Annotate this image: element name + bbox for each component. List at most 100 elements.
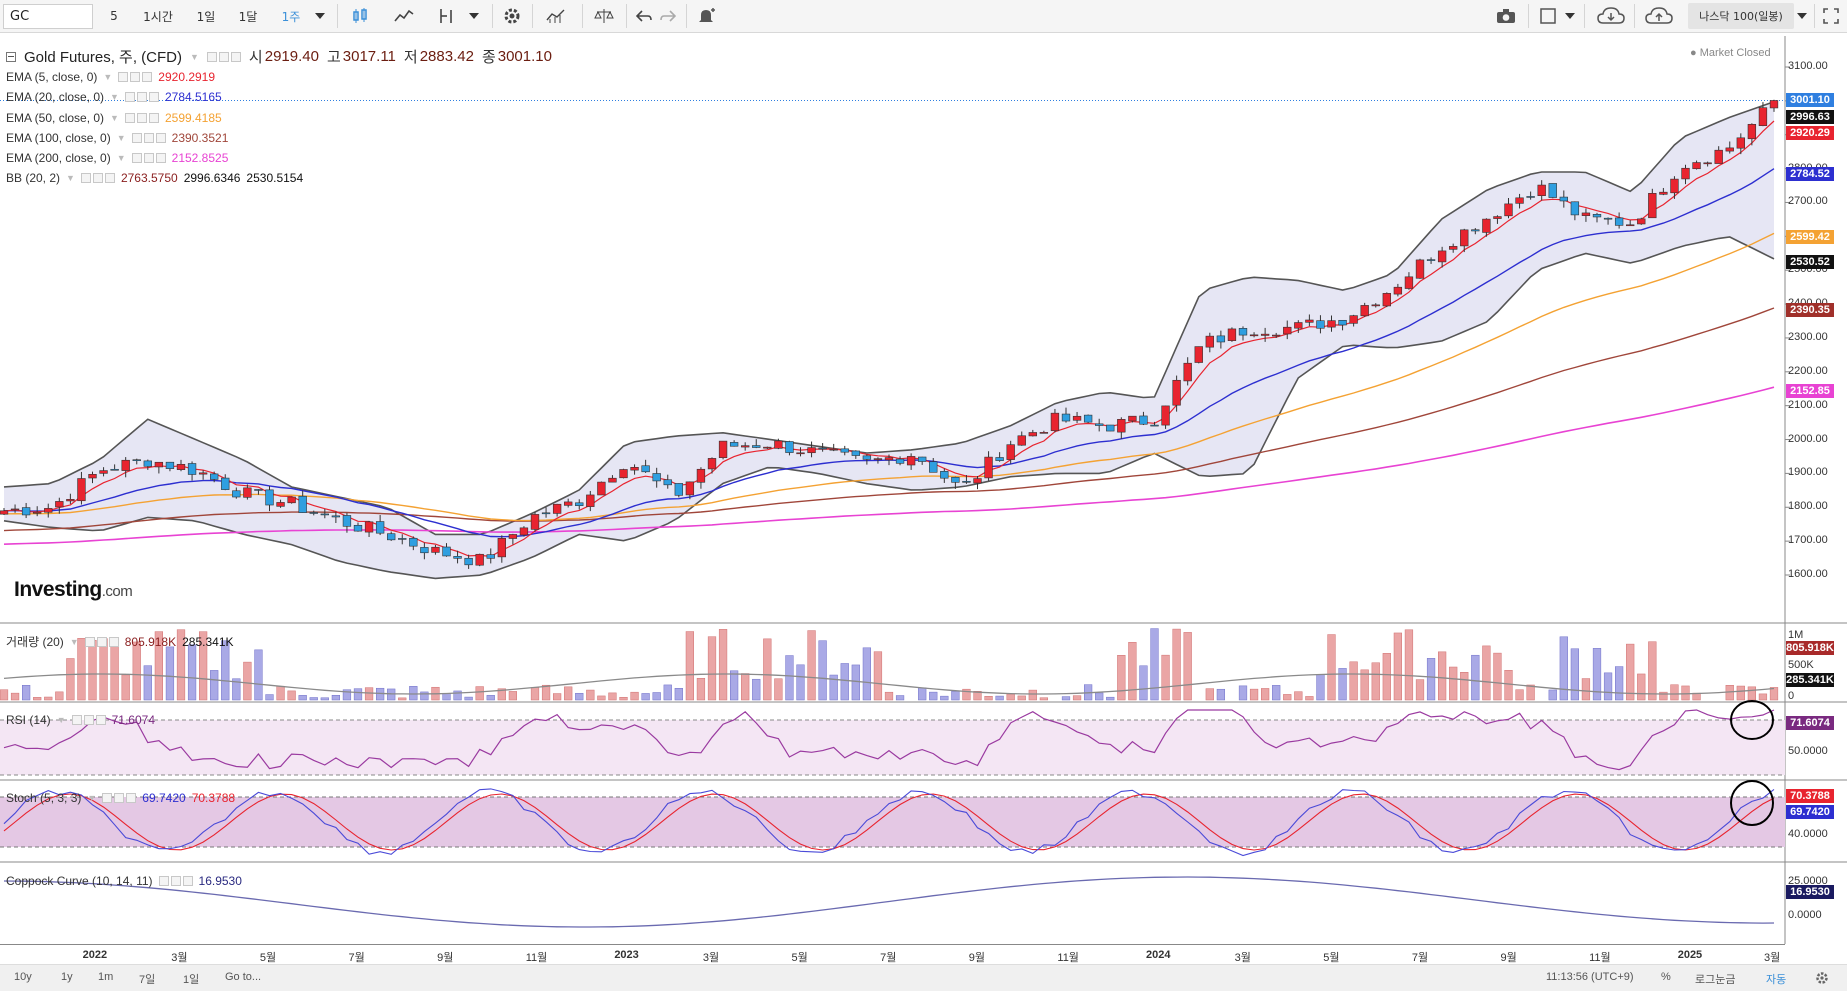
range-1y[interactable]: 1y [61, 971, 73, 983]
candle-body [154, 461, 164, 468]
ema200-legend[interactable]: EMA (200, close, 0) ▼ 2152.8525 [6, 151, 229, 165]
ema100-legend[interactable]: EMA (100, close, 0) ▼ 2390.3521 [6, 131, 229, 145]
volume-bar [1460, 672, 1469, 701]
candle-body [44, 508, 53, 513]
volume-bar [674, 688, 683, 701]
candle-body [940, 471, 949, 479]
candle-body [663, 479, 672, 486]
candle-body [1161, 405, 1170, 426]
candle-body [1703, 162, 1712, 165]
price-tick: 2200.00 [1788, 364, 1828, 377]
candle-body [1338, 319, 1347, 326]
candle-body [586, 494, 595, 507]
ema50-legend[interactable]: EMA (50, close, 0) ▼ 2599.4185 [6, 111, 222, 125]
redo-icon[interactable] [656, 3, 680, 29]
draw-dropdown-icon[interactable] [466, 3, 482, 29]
volume-bar [187, 644, 197, 701]
chart-settings-icon[interactable] [1815, 971, 1829, 988]
rsi-legend[interactable]: RSI (14) ▼ 71.6074 [6, 713, 155, 727]
interval-1w[interactable]: 1주 [281, 9, 301, 24]
candle-body [630, 466, 639, 471]
settings-gear-icon[interactable] [498, 3, 526, 29]
price-tick: 2100.00 [1788, 398, 1828, 411]
candle-body [984, 456, 993, 479]
candle-body [962, 481, 971, 483]
candle-body [1626, 224, 1635, 227]
low-label: 저 [403, 49, 418, 66]
auto-scale-toggle[interactable]: 자동 [1766, 974, 1787, 986]
volume-bar [951, 691, 960, 701]
fullscreen-icon[interactable] [1818, 3, 1844, 29]
range-1d[interactable]: 1일 [183, 974, 200, 986]
line-chart-icon[interactable] [390, 3, 418, 29]
compare-symbol-select[interactable]: 나스닥 100(일봉) [1688, 3, 1794, 29]
collapse-icon[interactable] [6, 51, 16, 62]
candle-body [929, 461, 938, 473]
interval-5[interactable]: 5 [110, 9, 118, 23]
investing-logo: Investing.com [14, 578, 133, 601]
price-tick: 1600.00 [1788, 568, 1828, 580]
time-axis[interactable]: 2022 3월 5월 7월 9월 11월 2023 3월 5월 7월 9월 11월 2024 3월 5월 7월… [0, 944, 1785, 964]
legend-controls[interactable] [206, 51, 241, 62]
volume-bar [696, 677, 706, 701]
coppock-legend[interactable]: Coppock Curve (10, 14, 11) 16.9530 [6, 874, 242, 888]
candle-body [1172, 379, 1181, 406]
volume-bar [508, 691, 517, 701]
symbol-input[interactable]: GC [3, 4, 93, 29]
candle-body [1150, 424, 1159, 427]
interval-1mo[interactable]: 1달 [238, 9, 258, 24]
percent-toggle[interactable]: % [1661, 971, 1671, 983]
volume-bar [586, 689, 595, 701]
candle-body [840, 448, 849, 453]
volume-bar [1393, 632, 1402, 701]
time-label: 3월 [171, 952, 188, 964]
rsi-line [3, 709, 1775, 771]
compare-scale-icon[interactable] [590, 3, 618, 29]
alert-bell-icon[interactable] [692, 3, 720, 29]
interval-1h[interactable]: 1시간 [143, 9, 173, 24]
cloud-load-icon[interactable] [1594, 3, 1628, 29]
ema20-legend[interactable]: EMA (20, close, 0) ▼ 2784.5165 [6, 90, 222, 104]
time-label: 3월 [1234, 952, 1251, 964]
volume-bar [1526, 684, 1535, 701]
volume-bar [442, 693, 451, 701]
candle-body [1581, 212, 1591, 216]
compare-dropdown-icon[interactable] [1794, 3, 1810, 29]
volume-legend[interactable]: 거래량 (20) ▼ 805.918K 285.341K [6, 634, 234, 650]
range-10y[interactable]: 10y [14, 971, 32, 983]
coppock-tick-0: 0.0000 [1788, 909, 1822, 921]
interval-dropdown-icon[interactable] [312, 3, 328, 29]
bb-legend[interactable]: BB (20, 2) ▼ 2763.5750 2996.6346 2530.5154 [6, 171, 304, 185]
candle-type-icon[interactable] [346, 3, 374, 29]
layout-select-icon[interactable] [1536, 3, 1560, 29]
undo-icon[interactable] [632, 3, 656, 29]
volume-bar [829, 674, 838, 701]
volume-bar [630, 691, 639, 701]
range-7d[interactable]: 7일 [139, 974, 156, 986]
draw-tools-icon[interactable] [432, 3, 460, 29]
goto-date[interactable]: Go to... [225, 971, 262, 983]
stoch-legend[interactable]: Stoch (5, 3, 3) ▼ 69.7420 70.3788 [6, 791, 236, 805]
range-1m[interactable]: 1m [98, 971, 114, 983]
chart-canvas[interactable] [0, 0, 1847, 944]
cloud-save-icon[interactable] [1642, 3, 1676, 29]
volume-bar [685, 631, 694, 701]
volume-bar [342, 689, 352, 701]
interval-1d[interactable]: 1일 [196, 9, 216, 24]
volume-bar [254, 649, 263, 701]
candle-body [1592, 213, 1602, 218]
ema5-legend[interactable]: EMA (5, close, 0) ▼ 2920.2919 [6, 70, 216, 84]
volume-bar [287, 690, 296, 701]
legend-menu-icon[interactable]: ▼ [190, 51, 199, 62]
candle-body [55, 501, 64, 508]
candle-body [210, 473, 219, 480]
log-scale-toggle[interactable]: 로그눈금 [1695, 974, 1736, 986]
volume-bar [243, 661, 252, 701]
indicators-icon[interactable] [542, 3, 570, 29]
layout-dropdown-icon[interactable] [1562, 3, 1578, 29]
time-label: 11월 [1057, 952, 1079, 964]
candle-body [1415, 259, 1425, 279]
candle-body [729, 442, 739, 447]
volume-bar [464, 696, 473, 701]
screenshot-camera-icon[interactable] [1492, 3, 1520, 29]
